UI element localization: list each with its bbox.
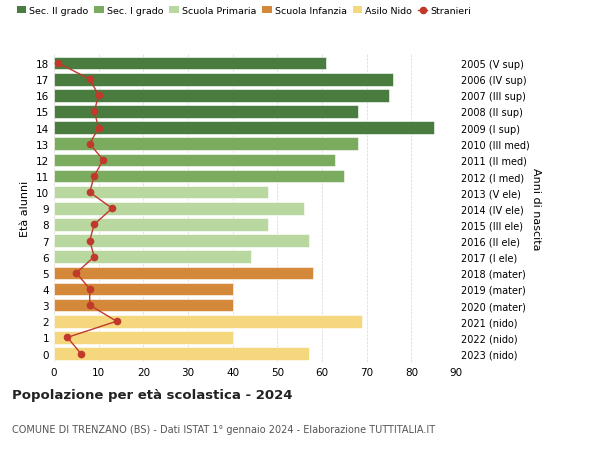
Bar (54, 170, 344, 183)
Bar (54, 347, 308, 360)
Bar (54, 331, 233, 344)
Bar (54, 90, 389, 102)
Bar (54, 74, 394, 86)
Bar (54, 235, 308, 247)
Legend: Sec. II grado, Sec. I grado, Scuola Primaria, Scuola Infanzia, Asilo Nido, Stran: Sec. II grado, Sec. I grado, Scuola Prim… (17, 7, 472, 16)
Bar (54, 202, 304, 215)
Bar (54, 315, 362, 328)
Text: Popolazione per età scolastica - 2024: Popolazione per età scolastica - 2024 (12, 388, 293, 401)
Bar (54, 267, 313, 280)
Bar (54, 218, 268, 231)
Bar (54, 283, 233, 296)
Text: COMUNE DI TRENZANO (BS) - Dati ISTAT 1° gennaio 2024 - Elaborazione TUTTITALIA.I: COMUNE DI TRENZANO (BS) - Dati ISTAT 1° … (12, 425, 435, 435)
Bar (54, 154, 335, 167)
Bar (54, 106, 358, 118)
Bar (54, 299, 233, 312)
Y-axis label: Anni di nascita: Anni di nascita (531, 168, 541, 250)
Bar (54, 122, 434, 134)
Y-axis label: Età alunni: Età alunni (20, 181, 31, 237)
Bar (54, 251, 251, 263)
Bar (54, 138, 358, 151)
Bar (54, 186, 268, 199)
Bar (54, 58, 326, 70)
